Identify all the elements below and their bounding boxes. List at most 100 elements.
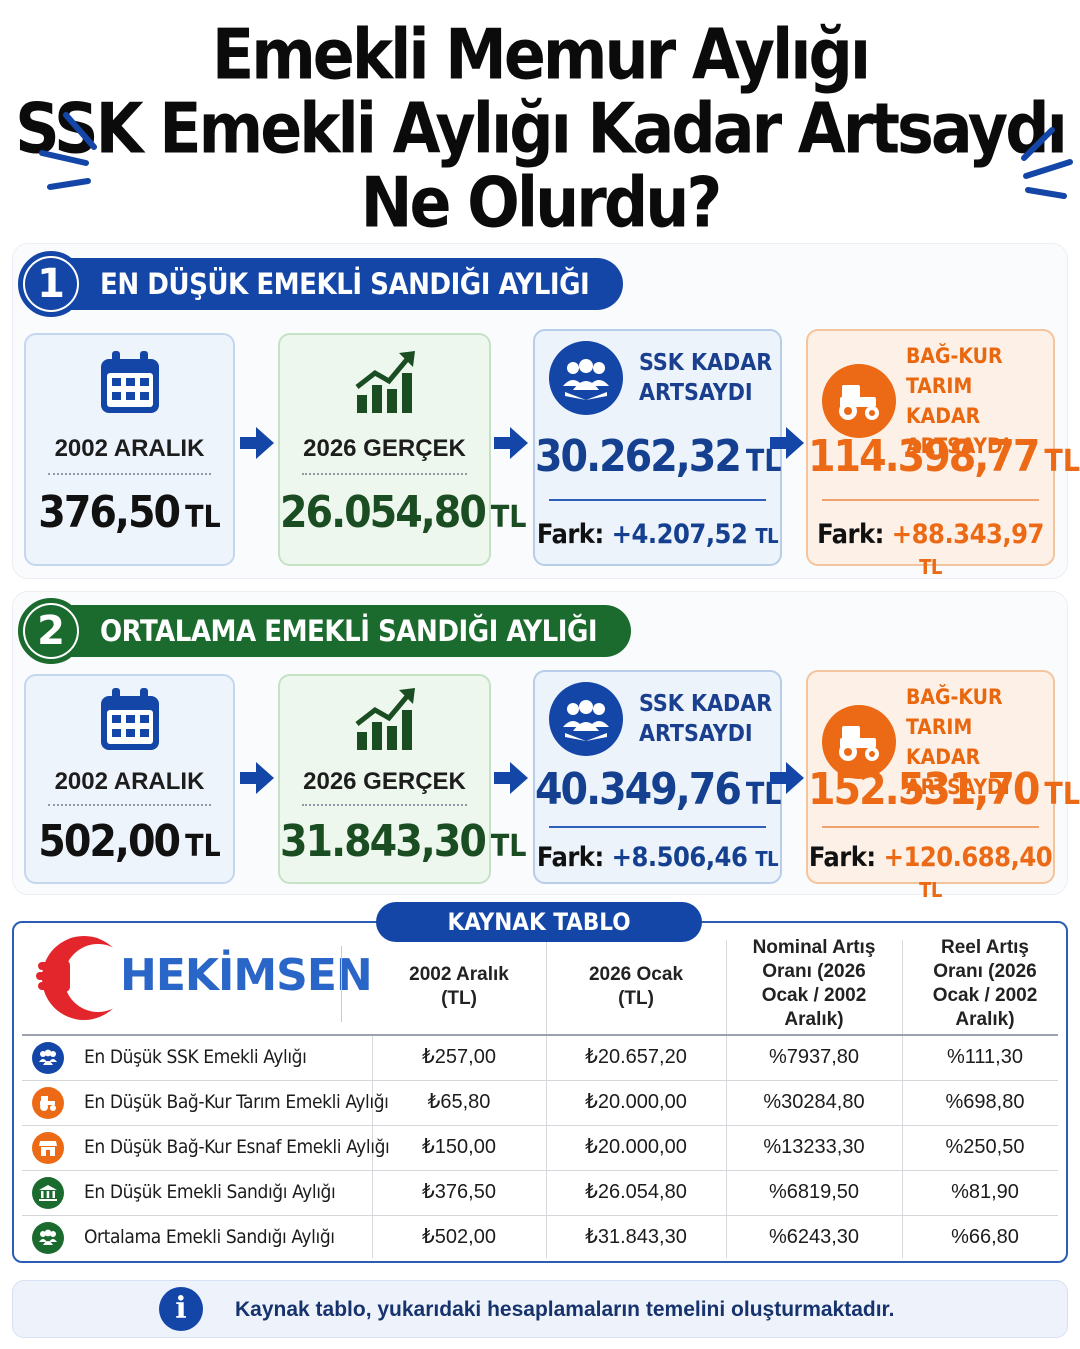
separator: [822, 499, 1039, 501]
col-separator: [546, 940, 547, 1258]
section-number-badge: 1: [18, 251, 84, 317]
cell-nominal: %6819,50: [768, 1181, 860, 1203]
col-header-2026: 2026 Ocak (TL): [588, 964, 684, 1009]
card-ssk: SSK KADAR ARTSAYDI 30.262,32 TL Fark: +4.2…: [533, 329, 782, 566]
divider: [341, 946, 342, 1022]
card-bagkur: BAĞ-KUR TARIM KADAR ARTSAYDI 152.531,70 TL…: [806, 670, 1080, 902]
fark-text: Fark: +120.688,40 TL: [808, 842, 1053, 902]
table-row: En Düşük Emekli Sandığı Aylığı ₺376,50 ₺…: [22, 1170, 1058, 1215]
people-icon: [549, 341, 623, 415]
cell-nominal: %6243,30: [768, 1226, 860, 1248]
table-row: En Düşük Bağ-Kur Esnaf Emekli Aylığı ₺15…: [22, 1125, 1058, 1170]
table-row: En Düşük Bağ-Kur Tarım Emekli Aylığı ₺65…: [22, 1080, 1058, 1125]
cell-reel: %250,50: [945, 1136, 1025, 1158]
cell-2002: ₺502,00: [422, 1226, 496, 1248]
card-value: 376,50 TL: [38, 487, 221, 538]
cell-2026: ₺20.657,20: [585, 1046, 687, 1068]
col-separator: [902, 940, 903, 1258]
separator: [549, 499, 766, 501]
cell-reel: %698,80: [945, 1091, 1025, 1113]
cell-2026: ₺20.000,00: [585, 1136, 687, 1158]
left-burst-icon: [39, 112, 97, 190]
table-row: En Düşük SSK Emekli Aylığı ₺257,00 ₺20.6…: [22, 1035, 1058, 1080]
arrow-right-icon: [770, 427, 804, 459]
section-1-heading: EN DÜŞÜK EMEKLİ SANDIĞI AYLIĞI: [60, 258, 624, 310]
info-icon: i: [159, 1287, 203, 1331]
cell-2002: ₺257,00: [422, 1046, 496, 1068]
separator: [302, 473, 467, 475]
calendar-icon: [100, 351, 159, 413]
section-1-header: 1 EN DÜŞÜK EMEKLİ SANDIĞI AYLIĞI: [18, 251, 624, 317]
section-2-heading: ORTALAMA EMEKLİ SANDIĞI AYLIĞI: [60, 605, 632, 657]
section-number-badge: 2: [18, 598, 84, 664]
source-table: [12, 921, 1068, 1263]
row-label: En Düşük Bağ-Kur Esnaf Emekli Aylığı: [84, 1136, 390, 1158]
cell-2026: ₺31.843,30: [585, 1226, 687, 1248]
separator: [302, 804, 467, 806]
card-value: 40.349,76 TL: [535, 764, 782, 815]
card-base-2002: 2002 ARALIK 502,00 TL: [24, 674, 235, 884]
row-label: En Düşük Bağ-Kur Tarım Emekli Aylığı: [84, 1091, 389, 1113]
row-divider: [22, 1215, 1058, 1216]
tractor-icon: [822, 364, 896, 438]
page-title-line-1: Emekli Memur Aylığı: [211, 13, 871, 96]
separator: [48, 804, 211, 806]
card-value: 31.843,30 TL: [280, 816, 527, 867]
section-2-header: 2 ORTALAMA EMEKLİ SANDIĞI AYLIĞI: [18, 598, 632, 664]
fark-text: Fark: +4.207,52 TL: [536, 519, 779, 550]
col-header-reel: Reel Artış Oranı (2026 Ocak / 2002 Aralık): [932, 937, 1038, 1030]
card-header: SSK KADAR ARTSAYDI: [549, 341, 772, 415]
row-label: En Düşük SSK Emekli Aylığı: [84, 1046, 307, 1068]
col-separator: [726, 940, 727, 1258]
arrow-right-icon: [240, 762, 274, 794]
card-value: 26.054,80 TL: [280, 487, 527, 538]
cell-2026: ₺20.000,00: [585, 1091, 687, 1113]
card-value: 30.262,32 TL: [535, 431, 782, 482]
crescent-fist-icon: [36, 936, 128, 1020]
card-label: 2026 GERÇEK: [303, 435, 466, 462]
cell-reel: %81,90: [951, 1181, 1019, 1203]
cell-nominal: %7937,80: [768, 1046, 860, 1068]
row-divider: [22, 1170, 1058, 1171]
card-actual-2026: 2026 GERÇEK 26.054,80 TL: [278, 333, 527, 566]
source-table-badge: KAYNAK TABLO: [376, 902, 702, 942]
card-title: SSK KADAR ARTSAYDI: [639, 350, 773, 406]
growth-chart-icon: [354, 688, 415, 750]
cell-2002: ₺150,00: [422, 1136, 496, 1158]
separator: [48, 473, 211, 475]
cell-reel: %66,80: [951, 1226, 1019, 1248]
card-title: BAĞ-KUR TARIM KADAR ARTSAYDI: [906, 685, 1010, 799]
calendar-icon: [100, 688, 159, 750]
bank-icon: [32, 1177, 64, 1209]
separator: [549, 826, 766, 828]
arrow-right-icon: [240, 427, 274, 459]
card-value: 502,00 TL: [38, 816, 221, 867]
cell-nominal: %30284,80: [763, 1091, 865, 1113]
title-block: Emekli Memur Aylığı SSK Emekli Aylığı Ka…: [0, 8, 1080, 244]
cell-2002: ₺376,50: [422, 1181, 496, 1203]
cell-2002: ₺65,80: [427, 1091, 491, 1113]
people-icon: [32, 1222, 64, 1254]
row-label: En Düşük Emekli Sandığı Aylığı: [84, 1181, 336, 1203]
card-ssk: SSK KADAR ARTSAYDI 40.349,76 TL Fark: +8.5…: [533, 670, 782, 884]
arrow-right-icon: [494, 762, 528, 794]
header-divider: [22, 1034, 1058, 1036]
right-burst-icon: [1021, 127, 1073, 199]
card-header: BAĞ-KUR TARIM KADAR ARTSAYDI: [822, 682, 1053, 802]
cell-nominal: %13233,30: [763, 1136, 865, 1158]
card-value: 152.531,70 TL: [808, 764, 1080, 815]
row-divider: [22, 1125, 1058, 1126]
col-separator: [372, 1034, 373, 1258]
page-title-line-3: Ne Olurdu?: [360, 161, 723, 244]
card-base-2002: 2002 ARALIK 376,50 TL: [24, 333, 235, 566]
fark-text: Fark: +88.343,97 TL: [817, 519, 1044, 579]
card-bagkur: BAĞ-KUR TARIM KADAR ARTSAYDI 114.398,77 TL…: [806, 329, 1080, 579]
card-header: SSK KADAR ARTSAYDI: [549, 682, 772, 756]
footer-note: i Kaynak tablo, yukarıdaki hesaplamaları…: [12, 1280, 1068, 1338]
col-header-2002: 2002 Aralık (TL): [409, 964, 509, 1009]
arrow-right-icon: [770, 762, 804, 794]
card-title: SSK KADAR ARTSAYDI: [639, 691, 773, 747]
card-actual-2026: 2026 GERÇEK 31.843,30 TL: [278, 674, 527, 884]
arrow-right-icon: [494, 427, 528, 459]
card-value: 114.398,77 TL: [808, 431, 1080, 482]
